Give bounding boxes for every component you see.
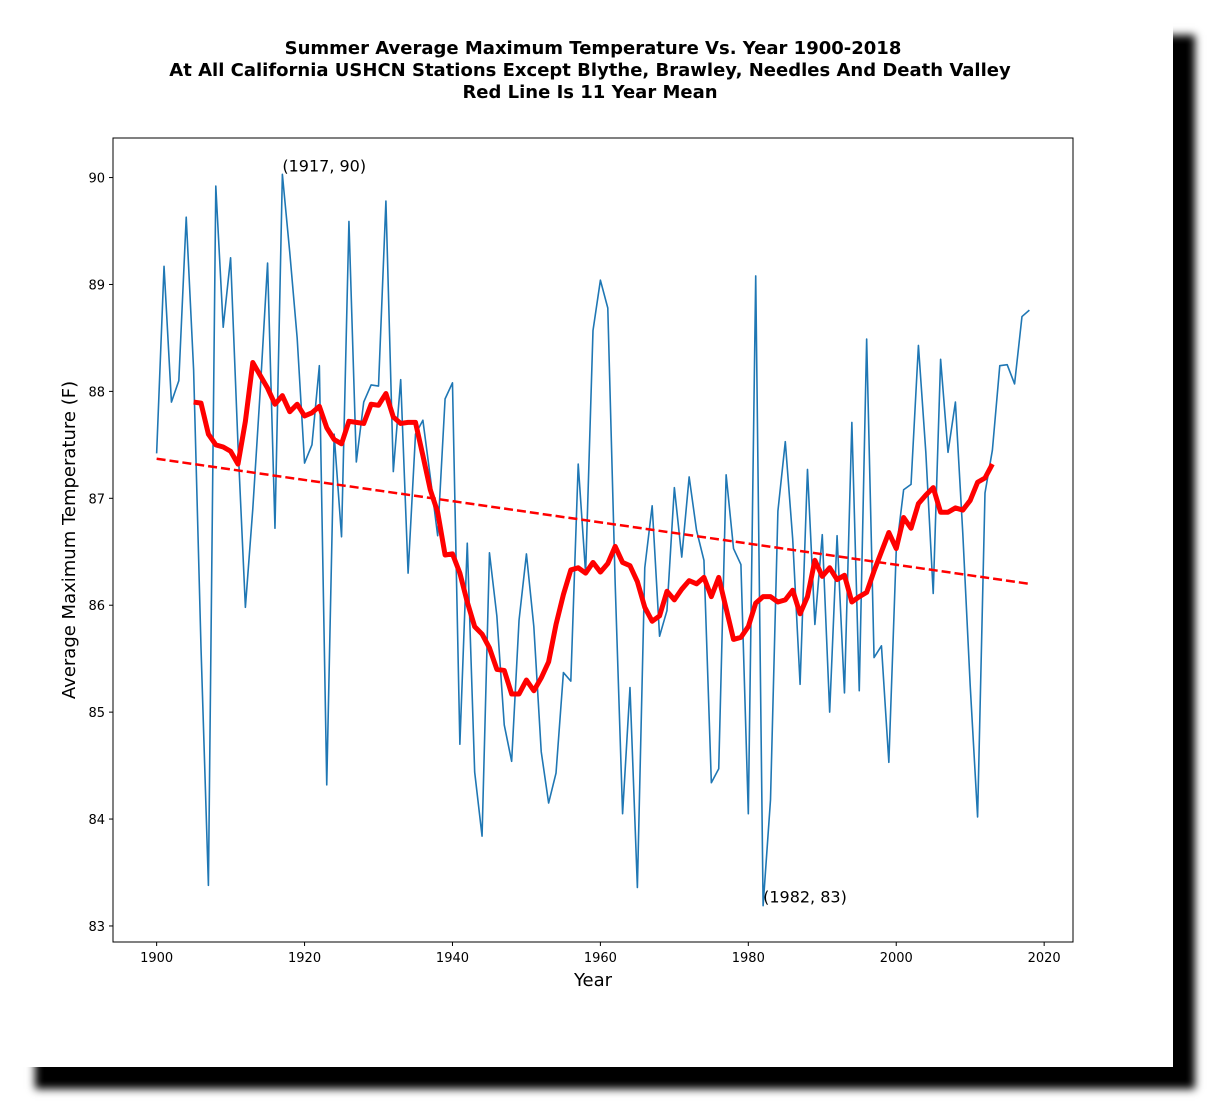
x-tick-label: 1940 bbox=[436, 951, 469, 966]
x-tick-label: 2000 bbox=[880, 951, 913, 966]
data-line bbox=[193, 360, 995, 697]
y-tick-label: 84 bbox=[88, 813, 105, 828]
chart-title: Summer Average Maximum Temperature Vs. Y… bbox=[285, 38, 902, 59]
plot-area bbox=[112, 137, 1074, 943]
x-tick-label: 1960 bbox=[584, 951, 617, 966]
y-axis-label: Average Maximum Temperature (F) bbox=[59, 381, 80, 699]
x-tick-label: 1900 bbox=[140, 951, 173, 966]
y-tick-label: 87 bbox=[88, 492, 105, 507]
x-tick-label: 1980 bbox=[732, 951, 765, 966]
y-tick-label: 83 bbox=[88, 920, 105, 935]
y-tick-label: 88 bbox=[88, 385, 105, 400]
data-line bbox=[156, 457, 1030, 586]
x-tick-label: 1920 bbox=[288, 951, 321, 966]
x-axis-label: Year bbox=[573, 970, 613, 991]
y-tick-label: 90 bbox=[88, 172, 105, 187]
chart-title: At All California USHCN Stations Except … bbox=[169, 60, 1011, 81]
y-tick-label: 85 bbox=[88, 706, 105, 721]
data-line bbox=[155, 173, 1030, 907]
y-tick-label: 89 bbox=[88, 278, 105, 293]
x-tick-label: 2020 bbox=[1028, 951, 1061, 966]
y-tick-label: 86 bbox=[88, 599, 105, 614]
annotation: (1917, 90) bbox=[282, 156, 366, 175]
annotation: (1982, 83) bbox=[763, 888, 847, 907]
chart-title: Red Line Is 11 Year Mean bbox=[462, 82, 717, 103]
